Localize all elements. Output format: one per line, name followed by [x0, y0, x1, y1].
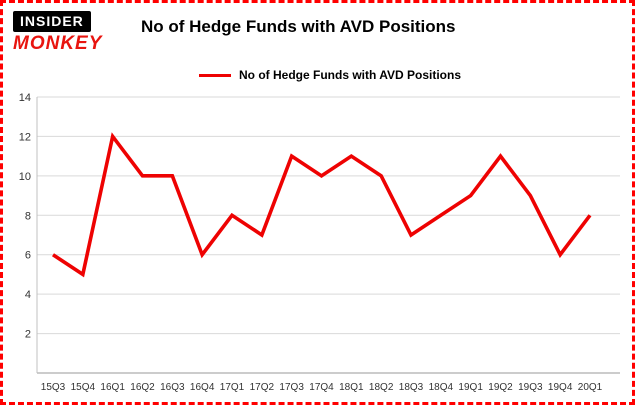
y-tick-label: 2 — [25, 329, 31, 341]
page-title: No of Hedge Funds with AVD Positions — [141, 17, 456, 36]
y-tick-label: 14 — [19, 92, 31, 104]
x-tick-label: 18Q4 — [429, 382, 454, 393]
x-tick-label: 18Q2 — [369, 382, 394, 393]
series-line — [52, 132, 592, 278]
line-chart: 2 4 6 8 10 12 14 15Q3 15Q4 16Q1 16Q2 16Q3 16Q4 17Q1 17… — [19, 92, 620, 393]
logo-insider-text: INSIDER — [13, 11, 91, 32]
header: INSIDER MONKEY No of Hedge Funds with AV… — [3, 3, 632, 61]
y-tick-label: 4 — [25, 289, 31, 301]
x-tick-label: 19Q2 — [488, 382, 513, 393]
x-tick-label: 15Q4 — [71, 382, 96, 393]
x-tick-label: 17Q1 — [220, 382, 245, 393]
x-tick-label: 15Q3 — [41, 382, 66, 393]
x-tick-label: 18Q3 — [399, 382, 424, 393]
y-tick-label: 6 — [25, 250, 31, 262]
legend-line-swatch — [199, 73, 231, 77]
y-tick-label: 8 — [25, 210, 31, 222]
x-tick-label: 16Q2 — [130, 382, 155, 393]
logo-monkey-text: MONKEY — [13, 33, 103, 54]
y-tick-label: 12 — [19, 131, 31, 143]
x-tick-label: 16Q1 — [100, 382, 125, 393]
legend-label: No of Hedge Funds with AVD Positions — [239, 68, 461, 82]
legend: No of Hedge Funds with AVD Positions — [199, 67, 632, 83]
x-tick-label: 17Q4 — [309, 382, 334, 393]
x-tick-label: 16Q3 — [160, 382, 185, 393]
x-tick-label: 19Q4 — [548, 382, 573, 393]
x-tick-label: 19Q3 — [518, 382, 543, 393]
y-tick-label: 10 — [19, 171, 31, 183]
x-tick-label: 20Q1 — [578, 382, 603, 393]
x-tick-label: 19Q1 — [458, 382, 483, 393]
x-tick-label: 17Q3 — [279, 382, 304, 393]
x-tick-label: 17Q2 — [250, 382, 275, 393]
insider-monkey-logo: INSIDER MONKEY — [13, 11, 123, 55]
chart-area: 2 4 6 8 10 12 14 15Q3 15Q4 16Q1 16Q2 16Q3 16Q4 17Q1 17… — [3, 85, 632, 402]
x-tick-label: 18Q1 — [339, 382, 364, 393]
x-tick-label: 16Q4 — [190, 382, 215, 393]
